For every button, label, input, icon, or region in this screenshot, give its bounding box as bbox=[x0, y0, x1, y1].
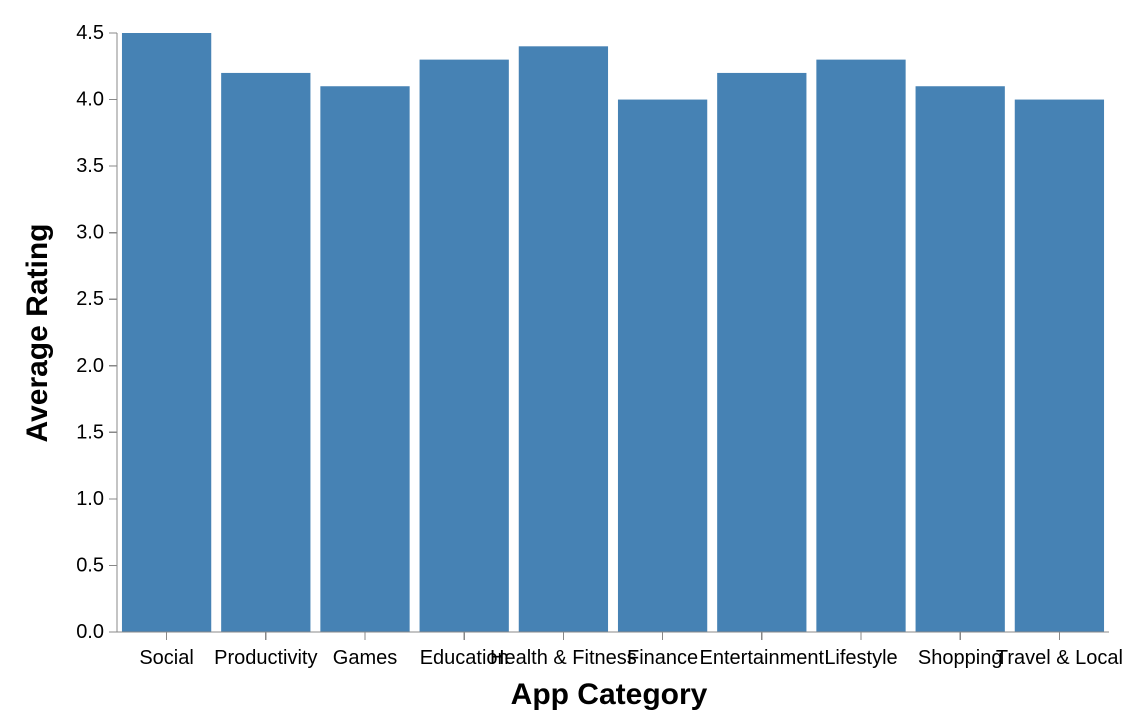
x-tick-label: Finance bbox=[627, 647, 698, 669]
x-tick-label: Productivity bbox=[214, 647, 317, 669]
y-tick-label: 1.5 bbox=[76, 421, 104, 443]
y-tick-label: 3.5 bbox=[76, 155, 104, 177]
y-tick-label: 0.5 bbox=[76, 554, 104, 576]
bar-finance bbox=[617, 99, 708, 632]
y-tick-label: 3.0 bbox=[76, 222, 104, 244]
bar-games bbox=[320, 86, 410, 633]
bar-social bbox=[121, 33, 212, 632]
y-axis-title: Average Rating bbox=[21, 224, 54, 443]
y-axis: 0.0 0.5 1.0 1.5 2.0 2.5 3.0 3.5 4.0 4.5 bbox=[76, 22, 118, 643]
x-tick-label: Travel & Local bbox=[996, 647, 1123, 669]
y-tick-label: 1.0 bbox=[76, 488, 104, 510]
y-tick-label: 2.0 bbox=[76, 355, 104, 377]
x-tick-label: Lifestyle bbox=[824, 647, 897, 669]
bar-lifestyle bbox=[816, 59, 906, 633]
y-tick-label: 0.0 bbox=[76, 621, 104, 643]
bars bbox=[121, 33, 1105, 633]
x-tick-label: Social bbox=[139, 647, 193, 669]
x-tick-label: Shopping bbox=[918, 647, 1003, 669]
x-tick-label: Games bbox=[333, 647, 397, 669]
bar-productivity bbox=[221, 72, 311, 633]
x-tick-label: Entertainment bbox=[700, 647, 825, 669]
y-tick-label: 2.5 bbox=[76, 288, 104, 310]
x-axis-title: App Category bbox=[511, 678, 708, 711]
bar-health-fitness bbox=[518, 46, 609, 633]
bar-education bbox=[419, 59, 509, 633]
bar-shopping bbox=[915, 86, 1005, 633]
bar-entertainment bbox=[717, 72, 807, 633]
x-tick-label: Health & Fitness bbox=[490, 647, 637, 669]
y-tick-label: 4.5 bbox=[76, 22, 104, 44]
bar-travel-local bbox=[1014, 99, 1105, 632]
x-tick-label: Education bbox=[420, 647, 509, 669]
y-tick-label: 4.0 bbox=[76, 89, 104, 111]
